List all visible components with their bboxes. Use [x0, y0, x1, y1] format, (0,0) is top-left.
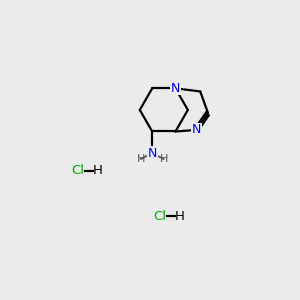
Text: Cl: Cl	[71, 164, 84, 177]
Text: H: H	[136, 154, 145, 164]
Text: H: H	[160, 154, 168, 164]
Text: H: H	[93, 164, 103, 177]
Text: H: H	[175, 210, 185, 223]
Text: N: N	[148, 146, 157, 160]
Text: N: N	[192, 123, 201, 136]
Text: Cl: Cl	[153, 210, 167, 223]
Text: N: N	[171, 82, 180, 95]
